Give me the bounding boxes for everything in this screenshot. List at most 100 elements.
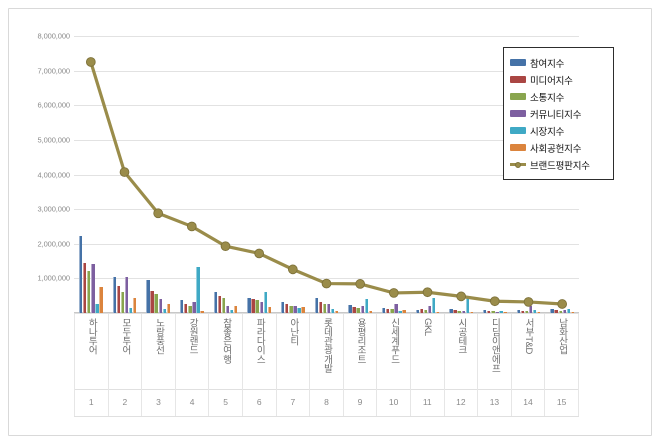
- x-axis-rank-label: 7: [290, 397, 296, 407]
- x-axis-category-cell: 용평리조트: [344, 314, 378, 389]
- legend-color-swatch-icon: [510, 110, 526, 117]
- legend-color-swatch-icon: [510, 144, 526, 151]
- x-axis-category-label: 시공테크: [455, 318, 467, 355]
- bar: [234, 306, 238, 313]
- bar: [221, 297, 226, 314]
- legend-color-swatch-icon: [510, 76, 526, 83]
- legend-item[interactable]: 사회공헌지수: [510, 139, 608, 156]
- bar: [562, 309, 566, 314]
- bar: [184, 304, 188, 313]
- bar: [99, 286, 103, 314]
- bar-group: [175, 36, 209, 314]
- bar: [356, 308, 360, 313]
- y-axis-tick-label: 8,000,000: [37, 31, 71, 41]
- x-axis-category-cell: 참좋은여행: [209, 314, 243, 389]
- bar: [499, 311, 503, 313]
- axis-baseline: [74, 312, 579, 313]
- x-axis-rank-cell: 12: [445, 388, 479, 416]
- bar: [267, 307, 272, 313]
- x-axis-rank-cell: 15: [545, 388, 579, 416]
- bar: [352, 306, 356, 314]
- bar: [192, 301, 196, 314]
- bar: [318, 301, 323, 314]
- bar: [95, 303, 99, 314]
- bar: [150, 290, 154, 313]
- bar: [78, 235, 83, 314]
- legend-item[interactable]: 소통지수: [510, 88, 608, 105]
- x-axis-category-label: 신세계푸드: [388, 318, 400, 364]
- x-axis-rank-label: 3: [156, 397, 161, 407]
- bar: [146, 279, 150, 314]
- bar: [263, 291, 267, 314]
- bar: [293, 306, 297, 313]
- x-axis-category-cell: 노랑풍선: [142, 314, 176, 389]
- bar: [554, 309, 558, 314]
- bar: [449, 309, 453, 313]
- bar: [528, 306, 533, 313]
- bar: [390, 308, 394, 314]
- bar-group: [411, 36, 445, 314]
- bar: [289, 305, 293, 314]
- x-axis-category-cell: 시공테크: [445, 314, 479, 389]
- legend-item[interactable]: 미디어지수: [510, 71, 608, 88]
- legend-item-label: 커뮤니티지수: [530, 109, 582, 121]
- bar: [229, 309, 234, 314]
- bar: [469, 311, 474, 314]
- y-axis-tick-label: 6,000,000: [37, 100, 71, 110]
- y-axis: 1,000,000 2,000,000 3,000,000 4,000,000 5,00…: [4, 32, 71, 313]
- bar: [133, 298, 137, 313]
- x-axis-rank-cell: 6: [243, 388, 277, 416]
- x-axis-category-label: 파라다이스: [254, 318, 266, 364]
- x-axis-category-label: 아난티: [287, 318, 299, 346]
- x-axis-rank-cell: 1: [74, 388, 109, 416]
- bar: [386, 308, 390, 313]
- bar-group: [108, 36, 142, 314]
- bar: [532, 309, 537, 314]
- legend-item[interactable]: 참여지수: [510, 54, 608, 71]
- y-axis-tick-label: 3,000,000: [37, 204, 71, 214]
- x-axis-rank-label: 12: [456, 397, 466, 407]
- bar: [124, 277, 129, 313]
- bar-group: [141, 36, 175, 314]
- x-axis-rank-cell: 9: [344, 388, 378, 416]
- legend-item-label: 브랜드평판지수: [530, 160, 590, 172]
- legend-line-swatch-icon: [510, 161, 526, 168]
- bar: [112, 276, 116, 314]
- bar: [162, 308, 166, 314]
- bar: [166, 304, 171, 313]
- x-axis-rank-cell: 14: [512, 388, 546, 416]
- x-axis-rank-label: 4: [189, 397, 195, 407]
- x-axis-rank-cell: 11: [411, 388, 445, 416]
- bar: [457, 310, 461, 314]
- y-axis-tick-label: 7,000,000: [37, 66, 71, 76]
- bar: [247, 298, 251, 313]
- bar: [116, 285, 121, 314]
- bar: [483, 309, 487, 314]
- bar: [87, 271, 91, 313]
- legend-color-swatch-icon: [510, 127, 526, 134]
- bar: [120, 291, 125, 314]
- x-axis-rank-cell: 8: [310, 388, 344, 416]
- bar: [217, 295, 222, 314]
- bar: [200, 311, 204, 313]
- bar: [524, 311, 529, 313]
- x-axis-category-label: 서부T&D: [523, 318, 534, 355]
- bar: [487, 310, 491, 314]
- bar-group: [310, 36, 344, 314]
- bar: [91, 263, 95, 313]
- legend-item[interactable]: 브랜드평판지수: [510, 156, 608, 173]
- bar-group: [242, 36, 276, 314]
- x-axis-category-label: 디딤이앤에프: [489, 318, 501, 373]
- bar: [570, 311, 575, 314]
- legend-item[interactable]: 시장지수: [510, 122, 608, 139]
- bar-group: [377, 36, 411, 314]
- y-axis-tick-label: 5,000,000: [37, 135, 71, 145]
- x-axis-rank-label: 9: [357, 397, 363, 407]
- bar: [213, 291, 218, 314]
- legend-item[interactable]: 커뮤니티지수: [510, 105, 608, 122]
- x-axis-rank-cell: 4: [176, 388, 210, 416]
- bar-group: [343, 36, 377, 314]
- bar: [503, 311, 507, 314]
- bar: [402, 309, 406, 314]
- x-axis-rank-cell: 2: [109, 388, 143, 416]
